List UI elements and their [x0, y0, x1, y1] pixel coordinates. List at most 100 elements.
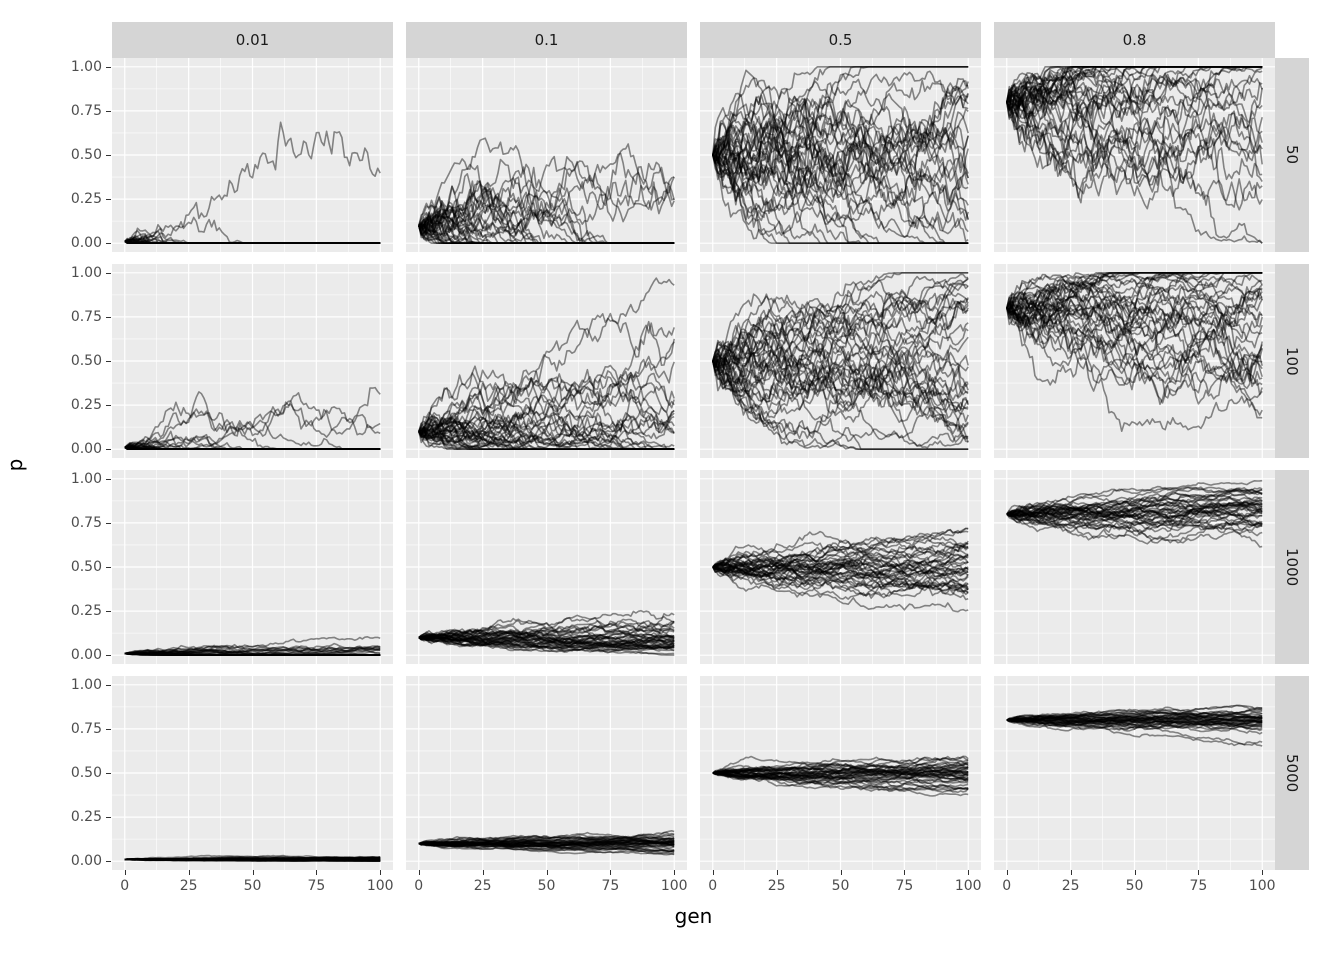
trajectory-line — [712, 548, 969, 579]
trajectory-line — [124, 642, 381, 655]
facet-row-label: 5000 — [1283, 753, 1301, 793]
x-tick-mark — [418, 870, 420, 875]
trajectory-line — [124, 652, 381, 656]
trajectory-line — [418, 833, 675, 848]
trajectories — [712, 272, 969, 450]
trajectory-line — [712, 527, 969, 569]
x-tick-mark — [316, 870, 318, 875]
trajectory-line — [1006, 272, 1263, 332]
trajectory-line — [124, 236, 381, 244]
trajectory-line — [124, 857, 381, 862]
trajectory-line — [1006, 716, 1263, 727]
trajectories — [1006, 66, 1263, 244]
trajectory-line — [712, 344, 969, 423]
trajectory-line — [124, 857, 381, 862]
trajectory-line — [712, 330, 969, 401]
trajectory-line — [712, 760, 969, 778]
trajectory-line — [418, 836, 675, 845]
facet-column-label: 0.1 — [534, 31, 559, 49]
trajectory-line — [124, 652, 381, 656]
facet-panel-N50-p0.1 — [406, 58, 687, 252]
trajectory-line — [418, 176, 675, 234]
facet-panel-N1000-p0.01 — [112, 470, 393, 664]
trajectory-line — [712, 537, 969, 577]
trajectory-line — [712, 541, 969, 571]
trajectory-line — [124, 441, 381, 450]
trajectory-line — [418, 628, 675, 650]
trajectory-line — [712, 561, 969, 591]
trajectory-line — [124, 240, 381, 244]
trajectory-line — [1006, 66, 1263, 118]
trajectory-line — [1006, 708, 1263, 723]
trajectory-line — [1006, 709, 1263, 721]
x-tick-label: 0 — [1002, 878, 1012, 894]
trajectory-line — [124, 645, 381, 655]
trajectory-line — [1006, 491, 1263, 519]
trajectory-line — [1006, 66, 1263, 120]
trajectory-line — [418, 632, 675, 650]
trajectory-line — [712, 763, 969, 777]
trajectory-line — [1006, 513, 1263, 548]
trajectory-line — [712, 140, 969, 233]
trajectory-line — [1006, 66, 1263, 143]
facet-row-label: 100 — [1283, 346, 1301, 376]
trajectory-line — [712, 548, 969, 575]
trajectory-line — [712, 764, 969, 779]
panel-plot-area — [112, 470, 393, 664]
trajectory-line — [1006, 714, 1263, 725]
trajectory-line — [712, 772, 969, 787]
trajectory-line — [124, 858, 381, 862]
trajectory-line — [1006, 66, 1263, 117]
trajectory-line — [124, 652, 381, 656]
x-tick-mark — [380, 870, 382, 875]
trajectory-line — [124, 652, 381, 656]
facet-column-label: 0.5 — [828, 31, 853, 49]
trajectory-line — [712, 122, 969, 211]
trajectory-line — [712, 765, 969, 779]
trajectory-line — [712, 119, 969, 214]
trajectory-line — [712, 351, 969, 416]
trajectory-line — [1006, 272, 1263, 323]
trajectory-line — [124, 240, 381, 244]
trajectory-line — [1006, 66, 1263, 107]
x-tick-label: 100 — [660, 878, 688, 894]
trajectory-line — [712, 561, 969, 582]
trajectories — [124, 854, 381, 862]
trajectory-line — [124, 121, 381, 243]
facet-column-strip: 0.01 — [112, 22, 393, 58]
x-tick-label: 100 — [1248, 878, 1276, 894]
trajectory-line — [418, 633, 675, 651]
trajectory-line — [1006, 494, 1263, 525]
trajectory-line — [1006, 503, 1263, 519]
trajectory-line — [1006, 715, 1263, 725]
trajectory-line — [418, 426, 675, 450]
trajectory-line — [124, 400, 381, 450]
trajectory-line — [418, 838, 675, 846]
trajectory-line — [712, 348, 969, 413]
trajectory-line — [712, 141, 969, 244]
trajectory-line — [418, 225, 675, 244]
trajectory-line — [124, 235, 381, 244]
trajectories — [124, 121, 381, 244]
trajectory-line — [418, 616, 675, 642]
facet-row-strip: 100 — [1275, 264, 1309, 458]
trajectory-line — [712, 768, 969, 781]
trajectory-line — [712, 360, 969, 423]
trajectory-line — [712, 536, 969, 574]
y-tick-label: 0.75 — [70, 102, 102, 119]
panel-plot-area — [994, 470, 1275, 664]
trajectory-line — [712, 544, 969, 590]
trajectory-line — [418, 633, 675, 647]
trajectory-line — [712, 93, 969, 228]
trajectory-line — [1006, 77, 1263, 165]
trajectory-line — [712, 566, 969, 593]
trajectory-line — [418, 629, 675, 643]
trajectory-line — [124, 446, 381, 450]
trajectory-line — [418, 211, 675, 244]
trajectory-line — [418, 842, 675, 853]
trajectory-line — [1006, 710, 1263, 722]
trajectories — [712, 755, 969, 797]
facet-column-strip: 0.1 — [406, 22, 687, 58]
facet-panel-N100-p0.01 — [112, 264, 393, 458]
